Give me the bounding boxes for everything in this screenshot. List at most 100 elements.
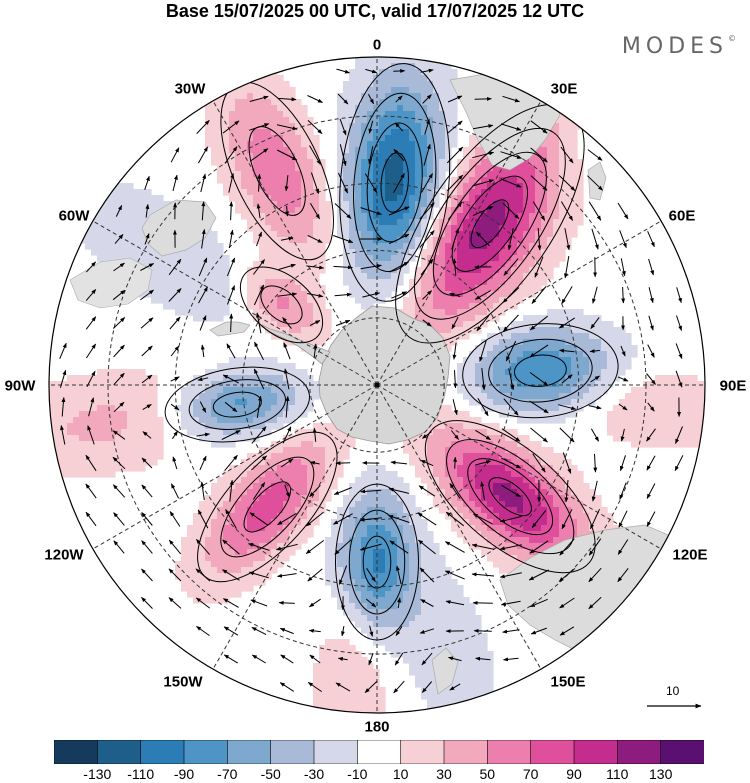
field-cell: [205, 315, 212, 322]
field-cell: [319, 249, 326, 256]
field-cell: [355, 105, 362, 112]
field-cell: [217, 159, 224, 166]
field-cell: [415, 525, 422, 532]
field-cell: [433, 441, 440, 448]
field-cell: [193, 531, 200, 538]
field-cell: [421, 69, 428, 76]
field-cell: [67, 447, 74, 454]
field-cell: [493, 507, 500, 514]
field-cell: [127, 225, 134, 232]
field-cell: [169, 303, 176, 310]
field-cell: [439, 171, 446, 178]
field-cell: [595, 327, 602, 334]
field-cell: [529, 279, 536, 286]
field-cell: [445, 489, 452, 496]
field-cell: [259, 69, 266, 76]
field-cell: [469, 423, 476, 430]
field-cell: [391, 69, 398, 76]
field-cell: [151, 249, 158, 256]
field-cell: [523, 165, 530, 172]
field-cell: [205, 75, 212, 82]
field-cell: [319, 429, 326, 436]
field-cell: [91, 393, 98, 400]
field-cell: [193, 261, 200, 268]
field-cell: [595, 381, 602, 388]
field-cell: [475, 519, 482, 526]
field-cell: [115, 453, 122, 460]
field-cell: [163, 261, 170, 268]
field-cell: [391, 135, 398, 142]
field-cell: [421, 441, 428, 448]
field-cell: [451, 267, 458, 274]
field-cell: [295, 231, 302, 238]
field-cell: [295, 141, 302, 148]
field-cell: [241, 165, 248, 172]
field-cell: [91, 237, 98, 244]
field-cell: [541, 141, 548, 148]
field-cell: [493, 477, 500, 484]
field-cell: [295, 147, 302, 154]
field-cell: [271, 111, 278, 118]
field-cell: [271, 261, 278, 268]
field-cell: [295, 165, 302, 172]
field-cell: [313, 309, 320, 316]
field-cell: [391, 255, 398, 262]
field-cell: [211, 273, 218, 280]
field-cell: [535, 441, 542, 448]
field-cell: [265, 471, 272, 478]
field-cell: [601, 381, 608, 388]
field-cell: [403, 519, 410, 526]
field-cell: [217, 429, 224, 436]
field-cell: [409, 537, 416, 544]
field-cell: [451, 477, 458, 484]
field-cell: [529, 339, 536, 346]
field-cell: [277, 291, 284, 298]
field-cell: [409, 57, 416, 64]
field-cell: [271, 321, 278, 328]
field-cell: [403, 93, 410, 100]
field-cell: [469, 159, 476, 166]
field-cell: [469, 321, 476, 328]
field-cell: [655, 393, 662, 400]
field-cell: [499, 171, 506, 178]
field-cell: [205, 405, 212, 412]
field-cell: [121, 393, 128, 400]
field-cell: [271, 291, 278, 298]
field-cell: [121, 459, 128, 466]
field-cell: [661, 423, 668, 430]
field-cell: [427, 249, 434, 256]
field-cell: [397, 495, 404, 502]
field-cell: [697, 405, 704, 412]
field-cell: [373, 465, 380, 472]
field-cell: [205, 393, 212, 400]
field-cell: [655, 405, 662, 412]
field-cell: [205, 261, 212, 268]
field-cell: [217, 375, 224, 382]
field-cell: [427, 195, 434, 202]
field-cell: [433, 111, 440, 118]
field-cell: [301, 537, 308, 544]
field-cell: [103, 255, 110, 262]
field-cell: [283, 405, 290, 412]
field-cell: [439, 99, 446, 106]
field-cell: [337, 195, 344, 202]
field-cell: [277, 123, 284, 130]
field-cell: [235, 513, 242, 520]
field-cell: [337, 123, 344, 130]
field-cell: [97, 447, 104, 454]
field-cell: [367, 111, 374, 118]
field-cell: [397, 243, 404, 250]
field-cell: [487, 357, 494, 364]
field-cell: [391, 111, 398, 118]
field-cell: [205, 429, 212, 436]
field-cell: [289, 195, 296, 202]
field-cell: [145, 195, 152, 202]
field-cell: [523, 171, 530, 178]
field-cell: [295, 399, 302, 406]
field-cell: [547, 255, 554, 262]
field-cell: [103, 243, 110, 250]
field-cell: [391, 513, 398, 520]
field-cell: [493, 525, 500, 532]
field-cell: [553, 243, 560, 250]
field-cell: [475, 219, 482, 226]
